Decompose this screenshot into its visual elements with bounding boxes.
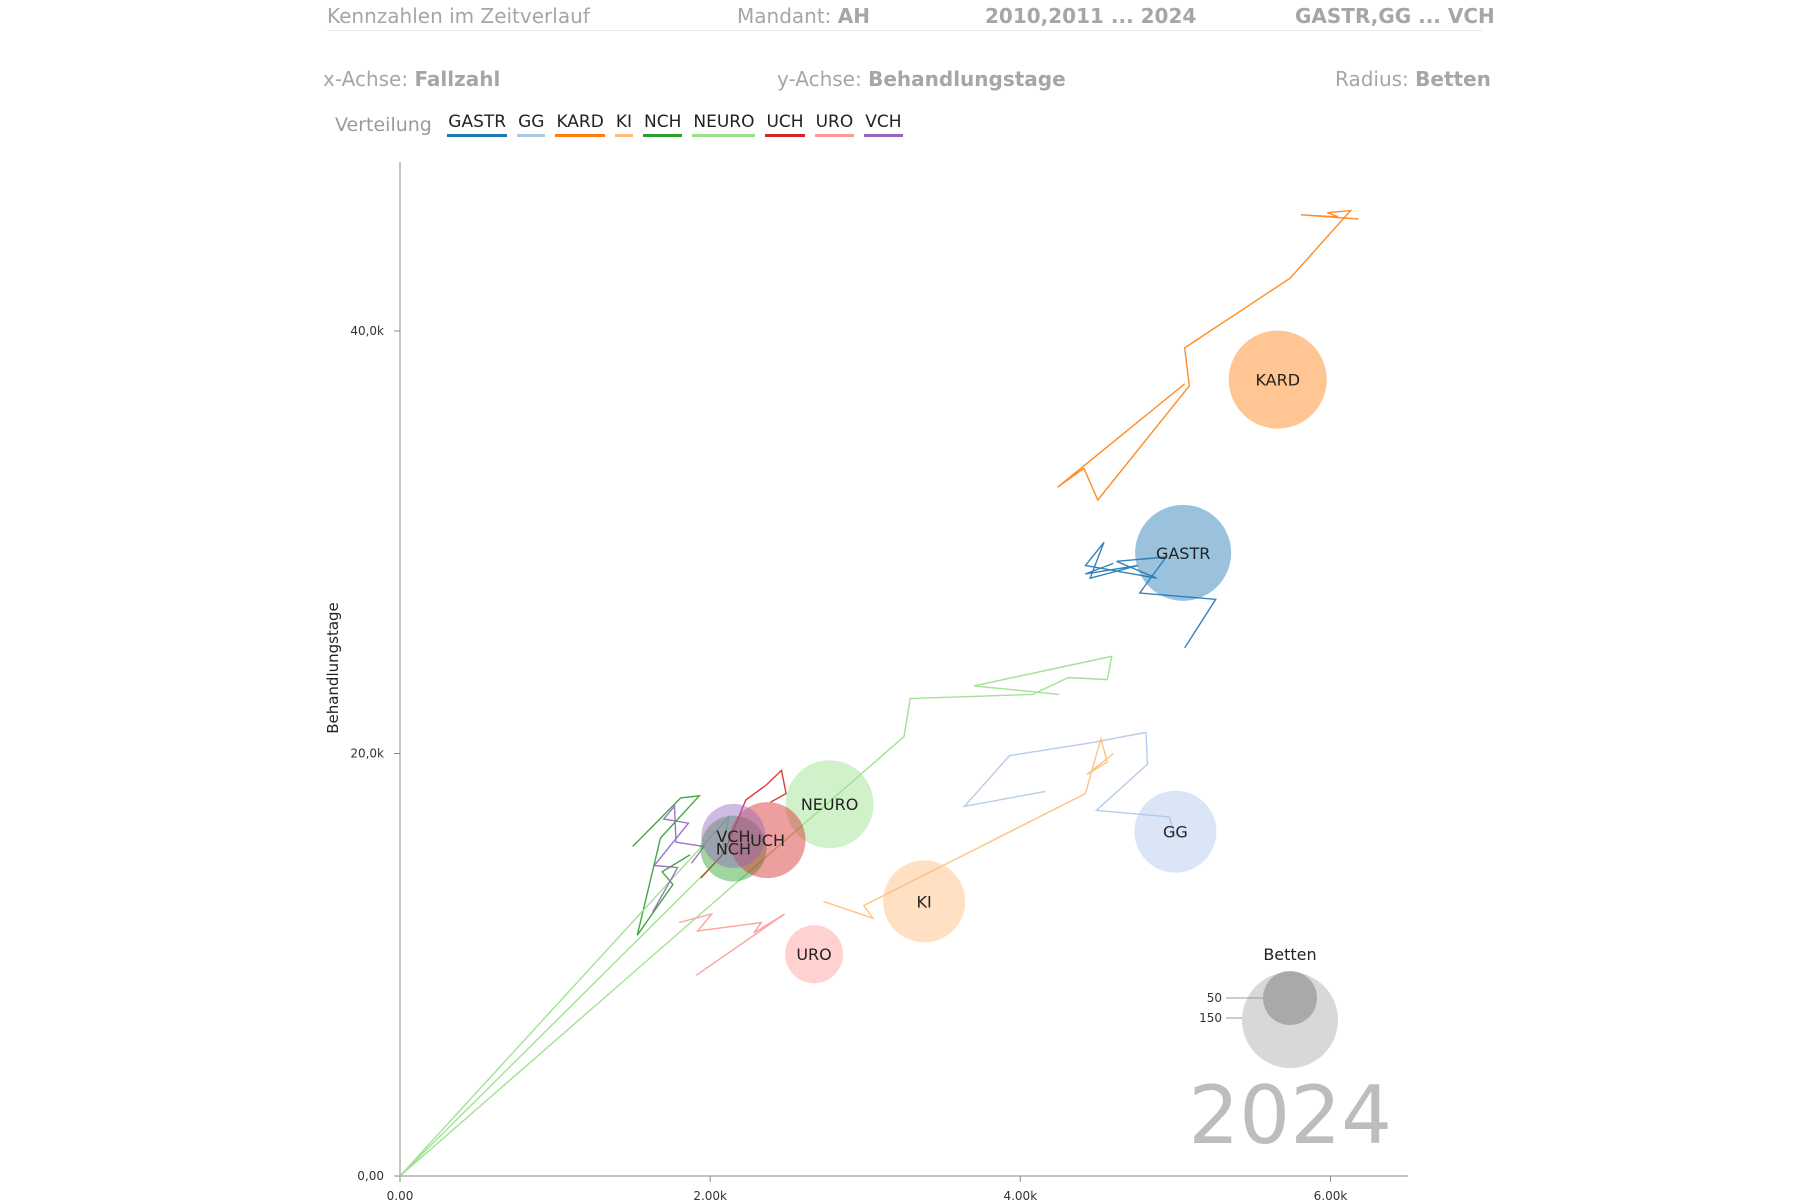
y-tick-label: 20,0k	[350, 747, 384, 761]
bubble-label-vch: VCH	[716, 827, 750, 846]
y-axis-info-label: y-Achse:	[777, 67, 862, 91]
y-axis-info: y-Achse: Behandlungstage	[777, 67, 1066, 91]
legend-swatch	[643, 134, 683, 137]
y-tick-label: 0,00	[357, 1169, 384, 1183]
x-tick-label: 6,00k	[1314, 1189, 1348, 1200]
x-axis-info-label: x-Achse:	[323, 67, 409, 91]
size-legend-value: 50	[1207, 991, 1222, 1005]
header-mandant: Mandant: AH	[737, 4, 870, 28]
legend-item-neuro[interactable]: NEURO	[692, 112, 756, 137]
legend-item-nch[interactable]: NCH	[643, 112, 683, 137]
trail-gastr	[1084, 541, 1217, 649]
legend-swatch	[692, 134, 756, 137]
bubble-label-gg: GG	[1163, 823, 1188, 842]
bubble-nch	[700, 815, 767, 882]
current-year: 2024	[1188, 1069, 1392, 1162]
legend-swatch	[765, 134, 805, 137]
header-title: Kennzahlen im Zeitverlauf	[327, 4, 590, 28]
legend-item-uch[interactable]: UCH	[765, 112, 805, 137]
bubble-label-uch: UCH	[750, 831, 785, 850]
x-tick-label: 2,00k	[693, 1189, 727, 1200]
legend-swatch	[864, 134, 903, 137]
trail-neuro	[399, 655, 1113, 1177]
bubble-uch	[729, 802, 806, 879]
size-legend-title: Betten	[1263, 945, 1316, 964]
legend-item-kard[interactable]: KARD	[555, 112, 605, 137]
legend-item-label: VCH	[865, 112, 902, 132]
bubble-vch	[701, 803, 766, 868]
trail-kard	[1057, 209, 1359, 502]
bubble-uro	[785, 925, 844, 984]
y-tick-label: 40,0k	[350, 324, 384, 338]
bubble-label-ki: KI	[917, 892, 932, 911]
legend-item-uro[interactable]: URO	[814, 112, 855, 137]
bubble-label-uro: URO	[796, 945, 831, 964]
radius-info-value: Betten	[1415, 67, 1491, 91]
x-axis-info-value: Fallzahl	[414, 67, 501, 91]
bubble-gastr	[1135, 504, 1232, 601]
legend-item-label: GASTR	[448, 112, 507, 132]
trail-vch	[652, 804, 706, 913]
mandant-value: AH	[837, 4, 870, 28]
radius-info: Radius: Betten	[1335, 67, 1491, 91]
bubble-label-kard: KARD	[1255, 371, 1300, 390]
legend-item-gastr[interactable]: GASTR	[447, 112, 508, 137]
legend-item-label: GG	[518, 112, 545, 132]
x-tick-label: 0,00	[387, 1189, 414, 1200]
trail-uro	[678, 912, 785, 976]
bubble-gg	[1134, 790, 1217, 873]
legend-item-vch[interactable]: VCH	[864, 112, 903, 137]
bubble-label-nch: NCH	[716, 840, 751, 859]
legend-item-label: UCH	[766, 112, 804, 132]
legend-item-gg[interactable]: GG	[517, 112, 546, 137]
legend-item-label: URO	[815, 112, 854, 132]
bubble-ki	[883, 860, 966, 943]
x-axis-info: x-Achse: Fallzahl	[323, 67, 500, 91]
trail-nch	[632, 794, 702, 936]
legend-swatch	[447, 134, 508, 137]
trail-gg	[962, 731, 1177, 837]
x-tick-label: 4,00k	[1003, 1189, 1037, 1200]
trail-ki	[823, 736, 1114, 920]
series-legend: Verteilung GASTR GG KARD KI NCH NEURO UCH URO VC…	[335, 112, 913, 137]
mandant-label: Mandant:	[737, 4, 832, 28]
legend-swatch	[814, 134, 855, 137]
legend-item-label: NCH	[644, 112, 682, 132]
header-years: 2010,2011 ... 2024	[985, 4, 1197, 28]
legend-swatch	[614, 134, 633, 137]
header-categories: GASTR,GG ... VCH	[1295, 4, 1495, 28]
size-legend-value: 150	[1199, 1011, 1222, 1025]
legend-item-ki[interactable]: KI	[614, 112, 633, 137]
y-axis-info-value: Behandlungstage	[868, 67, 1066, 91]
legend-swatch	[555, 134, 605, 137]
trail-uch	[700, 769, 787, 879]
header-divider	[327, 30, 1482, 31]
legend-item-label: KARD	[556, 112, 604, 132]
legend-title: Verteilung	[335, 113, 432, 136]
bubble-label-neuro: NEURO	[801, 795, 859, 814]
legend-item-label: KI	[615, 112, 632, 132]
legend-item-label: NEURO	[693, 112, 755, 132]
size-legend-circle-small	[1263, 971, 1317, 1025]
y-axis-title: Behandlungstage	[324, 602, 342, 734]
bubble-kard	[1228, 330, 1327, 429]
radius-info-label: Radius:	[1335, 67, 1409, 91]
legend-swatch	[517, 134, 546, 137]
bubble-neuro	[785, 760, 874, 849]
bubble-label-gastr: GASTR	[1156, 544, 1210, 563]
